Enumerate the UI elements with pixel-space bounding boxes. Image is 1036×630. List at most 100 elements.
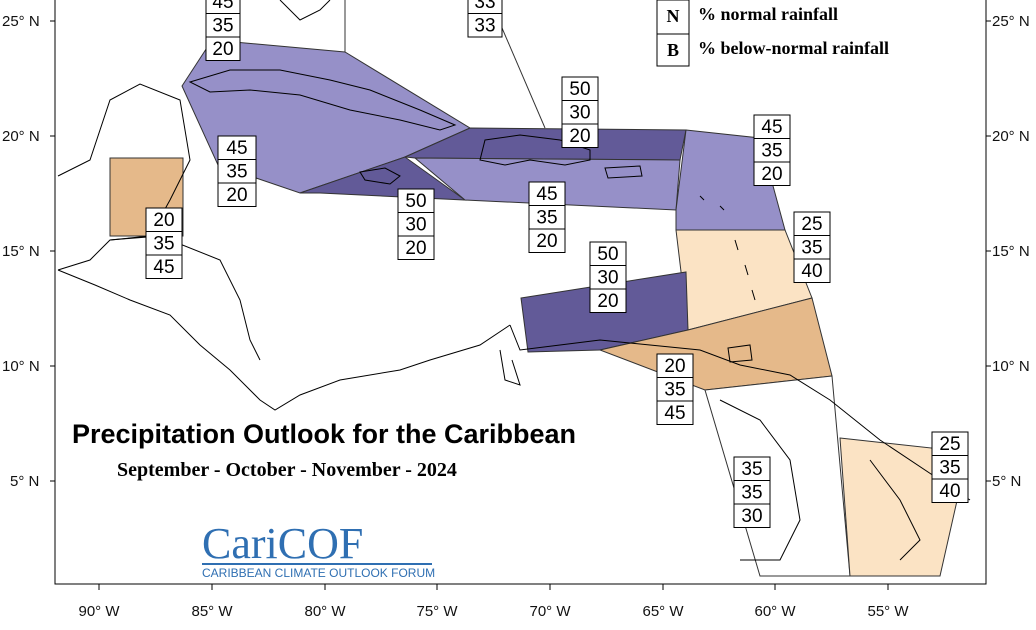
logo-wordmark: CariCOF [202,519,363,568]
prob-value: 20 [664,356,685,377]
logo-tagline: CARIBBEAN CLIMATE OUTLOOK FORUM [202,566,435,580]
prob-value: 30 [597,268,618,289]
prob-value: 40 [801,261,822,282]
prob-value: 50 [569,79,590,100]
prob-value: 35 [212,16,233,37]
prob-value: 33 [474,0,495,13]
prob-value: 35 [741,483,762,504]
prob-cell [793,258,831,283]
prob-value: 35 [226,162,247,183]
map-title: Precipitation Outlook for the Caribbean [72,419,576,449]
lon-label: 90° W [78,603,120,620]
prob-value: 35 [939,458,960,479]
prob-value: 30 [569,103,590,124]
caricof-logo: CariCOF CARIBBEAN CLIMATE OUTLOOK FORUM [202,519,435,580]
prob-cell [217,182,257,207]
zone-guyana [704,375,851,577]
prob-value: 45 [153,257,174,278]
prob-value: 45 [536,184,557,205]
legend-key-normal: N [667,6,680,26]
lat-labels-right: 25° N 20° N 15° N 10° N 5° N [992,13,1030,490]
prob-value: 40 [939,481,960,502]
prob-value: 20 [597,291,618,312]
lat-label: 10° N [2,358,40,375]
lat-label: 10° N [992,358,1030,375]
forecast-zones [109,0,969,577]
lat-label: 5° N [10,473,39,490]
lat-label: 20° N [992,128,1030,145]
prob-value: 20 [153,210,174,231]
lat-ticks [50,20,991,482]
prob-value: 20 [226,185,247,206]
prob-cell [467,13,503,38]
prob-value: 35 [153,234,174,255]
prob-value: 30 [741,506,762,527]
prob-value: 45 [226,138,247,159]
lon-label: 70° W [529,603,571,620]
prob-cell [753,161,791,186]
legend-label-normal: % normal rainfall [698,4,838,24]
map-frame [54,0,987,585]
zone-hispaniola [403,127,687,161]
lat-label: 25° N [992,13,1030,30]
prob-cell [589,288,627,313]
lon-label: 75° W [416,603,458,620]
probability-boxes: 4535203333503020453520453520253540203545… [145,0,969,528]
legend-label-below: % below-normal rainfall [698,38,889,58]
lat-label: 15° N [992,243,1030,260]
prob-value: 45 [761,117,782,138]
map-subtitle: September - October - November - 2024 [117,459,457,481]
lon-label: 80° W [304,603,346,620]
lat-label: 5° N [992,473,1021,490]
lon-labels: 90° W 85° W 80° W 75° W 70° W 65° W 60° … [78,603,909,620]
prob-value: 35 [801,238,822,259]
prob-value: 20 [536,231,557,252]
prob-cell [145,254,183,279]
prob-cell [528,228,566,253]
lon-label: 55° W [867,603,909,620]
prob-cell [656,400,694,425]
lat-label: 15° N [2,243,40,260]
lat-labels-left: 25° N 20° N 15° N 10° N 5° N [2,13,40,490]
lon-ticks [98,584,889,590]
prob-value: 20 [569,126,590,147]
lon-label: 60° W [754,603,796,620]
lon-label: 65° W [642,603,684,620]
prob-value: 20 [761,164,782,185]
prob-value: 35 [761,141,782,162]
prob-value: 50 [597,244,618,265]
prob-value: 45 [212,0,233,13]
prob-value: 33 [474,16,495,37]
prob-value: 45 [664,403,685,424]
prob-cell [733,503,771,528]
lon-label: 85° W [191,603,233,620]
prob-value: 25 [939,434,960,455]
lat-label: 25° N [2,13,40,30]
prob-value: 35 [536,208,557,229]
prob-value: 20 [405,238,426,259]
prob-value: 30 [405,215,426,236]
prob-value: 25 [801,214,822,235]
prob-cell [205,36,241,61]
prob-cell [397,235,435,260]
prob-value: 35 [741,459,762,480]
lat-label: 20° N [2,128,40,145]
prob-value: 20 [212,39,233,60]
prob-cell [561,123,599,148]
prob-cell [931,478,969,503]
legend-key-below: B [667,40,679,60]
